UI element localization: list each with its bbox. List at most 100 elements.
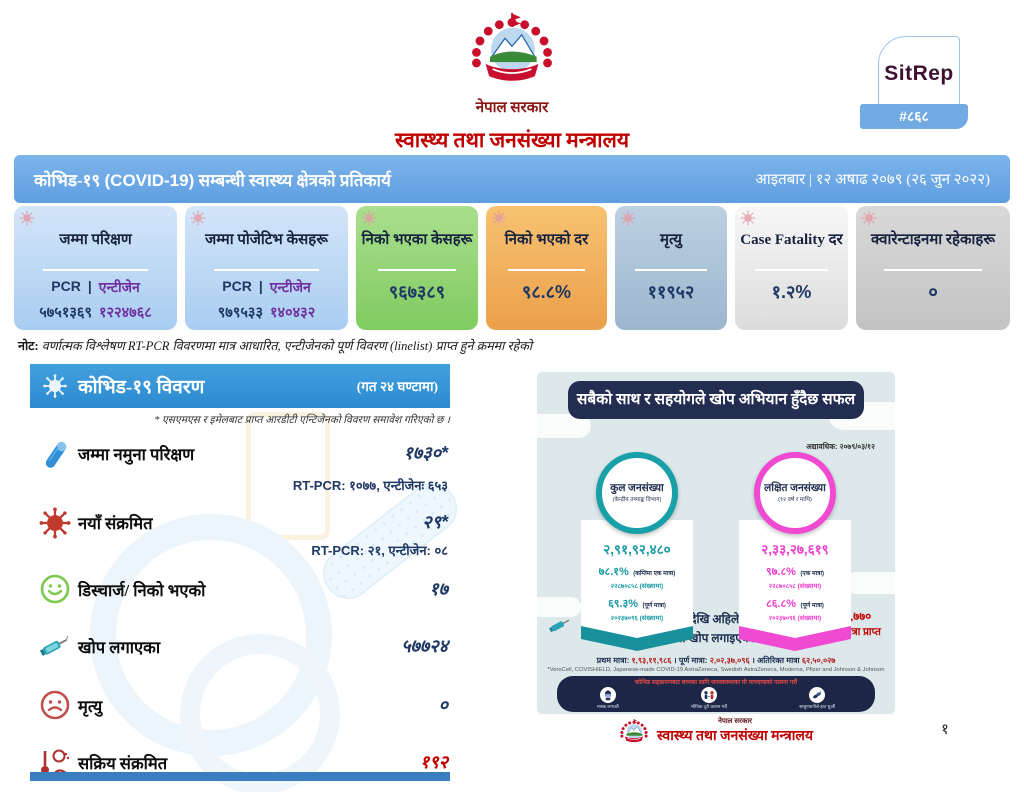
separator: |: [258, 278, 263, 294]
stat-percent: ६९.३%: [608, 598, 639, 610]
card-title: निको भएका केसहरू: [361, 232, 473, 249]
mask-icon: [599, 687, 616, 703]
full-dose-value: २,०२,३७,०९६: [709, 656, 750, 665]
pcr-value: ९७९५३३: [217, 305, 263, 321]
row-sub-value: RT-PCR: १०७७, एन्टीजेनः ६५३: [292, 478, 448, 493]
stat-note: (पूर्ण मात्रा): [642, 603, 666, 609]
health-measures-bar: कोभिड सङ्क्रमणबाट बच्नका लागि जनस्वास्थ्…: [557, 676, 875, 712]
divider: [377, 269, 457, 271]
card-title: निको भएको दर: [504, 232, 589, 249]
ministry-name: स्वास्थ्य तथा जनसंख्या मन्त्रालय: [394, 128, 630, 152]
target-population-circle: लक्षित जनसंख्या (१२ वर्ष र माथि): [754, 452, 836, 534]
dose-stat: ८६.८% (पूर्ण मात्रा) २०२३७०९६ (संख्यामा): [742, 594, 848, 622]
footer-government: नेपाल सरकार: [717, 718, 752, 725]
panel-header: कोभिड-१९ विवरण (गत २४ घण्टामा): [30, 364, 450, 408]
target-population-card: २,३३,२७,६१९ ९७.८% (एक मात्रा) २२८७०८५८ (…: [739, 520, 851, 638]
population-value: २,३३,२७,६१९: [761, 542, 829, 557]
row-value: ५७७२४: [401, 636, 448, 656]
circle-sublabel: (केन्द्रीय तथ्याङ्क विभाग): [612, 497, 662, 504]
measure-caption: भौतिक दूरी कायम गरौं: [690, 704, 728, 709]
title-covid: (COVID-19): [104, 170, 195, 190]
row-value: २९*: [422, 512, 448, 532]
ministry-footer-text: नेपाल सरकार स्वास्थ्य तथा जनसंख्या मन्त्…: [657, 717, 813, 745]
card-title: जम्मा पोजेटिभ केसहरू: [205, 232, 328, 249]
circle-sublabel: (१२ वर्ष र माथि): [778, 497, 812, 504]
card-value: ०: [928, 282, 938, 302]
panel-period: (गत २४ घण्टामा): [356, 379, 438, 394]
virus-decoration-icon: [620, 210, 636, 226]
dose-breakdown: प्रथम मात्रा: १,९३,११,९८६ । पूर्ण मात्रा…: [537, 655, 895, 666]
mask-measure: मास्क लगाऔं: [597, 687, 619, 710]
pcr-label: PCR: [222, 278, 252, 294]
pcr-label: PCR: [51, 278, 81, 294]
first-dose-value: १,९३,११,९८६: [631, 656, 672, 665]
divider: [507, 269, 586, 271]
pcr-value: ५७५१३६९: [39, 305, 92, 321]
poster-ministry-footer: नेपाल सरकार स्वास्थ्य तथा जनसंख्या मन्त्…: [537, 716, 895, 746]
measure-caption: साबुनपानीले हात धुऔं: [799, 704, 835, 709]
cloud-decoration: [845, 572, 895, 594]
row-vaccinated: खोप लगाएका ५७७२४: [32, 630, 448, 662]
cloud-decoration: [537, 597, 581, 617]
government-header: नेपाल सरकार स्वास्थ्य तथा जनसंख्या मन्त्…: [0, 6, 1024, 154]
card-total-tests: जम्मा परिक्षण PCR | एन्टीजेन ५७५१३६९ १२२…: [14, 206, 177, 330]
virus-decoration-icon: [19, 210, 35, 226]
government-name: नेपाल सरकार: [475, 100, 549, 116]
card-value: ९६७३८९: [388, 282, 446, 302]
stat-count: २२८७०८५८ (संख्यामा): [610, 583, 664, 590]
title-post: सम्बन्धी स्वास्थ्य क्षेत्रको प्रतिकार्य: [198, 170, 391, 190]
full-dose-label: पूर्ण मात्रा:: [678, 656, 710, 665]
divider: [883, 269, 983, 271]
antigen-value: १४०४३२: [270, 305, 316, 321]
note-line: नोट: वर्णात्मक विश्लेषण RT-PCR विवरणमा म…: [18, 337, 532, 354]
divider: [755, 269, 828, 271]
circle-label: लक्षित जनसंख्या: [764, 482, 826, 494]
nepal-emblem-icon: [471, 11, 553, 82]
stat-count: २०२३७०९६ (संख्यामा): [610, 615, 664, 622]
card-title: क्वारेन्टाइनमा रहेकाहरू: [870, 232, 996, 249]
footer-ministry: स्वास्थ्य तथा जनसंख्या मन्त्रालय: [656, 729, 814, 744]
antigen-value: १२२४७६८: [99, 305, 152, 321]
row-label: मृत्यु: [78, 697, 103, 716]
divider: [43, 269, 148, 271]
phone-watermark: [246, 412, 330, 540]
row-new-infected: नयाँ संक्रमित २९* RT-PCR: २१, एन्टीजेन: …: [32, 506, 448, 559]
sad-face-icon: [32, 689, 78, 721]
health-measures-icons: मास्क लगाऔं भौतिक दूरी कायम गरौं साबुनपा…: [557, 686, 875, 710]
extra-dose-label: अतिरिक्त मात्रा: [757, 656, 802, 665]
separator: ।: [671, 656, 679, 665]
poster-title: सबैको साथ र सहयोगले खोप अभियान हुँदैछ सफ…: [568, 381, 864, 420]
panel-bottom-bar: [30, 772, 450, 781]
antigen-label: एन्टीजेन: [98, 279, 140, 295]
stat-percent: ८६.८%: [766, 598, 797, 610]
virus-decoration-icon: [190, 210, 206, 226]
sitrep-badge: SitRep #८६८: [860, 36, 972, 132]
target-population-ribbon: लक्षित जनसंख्या (१२ वर्ष र माथि) २,३३,२७…: [736, 452, 854, 651]
health-measures-message: कोभिड सङ्क्रमणबाट बच्नका लागि जनस्वास्थ्…: [634, 680, 798, 686]
page-number: १: [941, 722, 949, 738]
pcr-antigen-labels: PCR | एन्टीजेन: [185, 278, 348, 297]
stat-count: २२८७०८५८ (संख्यामा): [768, 583, 822, 590]
card-recovery-rate: निको भएको दर ९८.८%: [486, 206, 607, 330]
card-total-positive: जम्मा पोजेटिभ केसहरू PCR | एन्टीजेन ९७९५…: [185, 206, 348, 330]
nepal-emblem-icon: [620, 718, 648, 743]
total-population-card: २,९१,९२,४८० ७८.१% (कम्तिमा एक मात्रा) २२…: [581, 520, 693, 638]
first-dose-label: प्रथम मात्रा:: [596, 656, 632, 665]
row-label: जम्मा नमुना परिक्षण: [78, 445, 195, 464]
measure-caption: मास्क लगाऔं: [597, 704, 619, 709]
stat-note: (एक मात्रा): [800, 571, 825, 577]
pcr-antigen-values: ९७९५३३ १४०४३२: [185, 302, 348, 322]
total-population-circle: कुल जनसंख्या (केन्द्रीय तथ्याङ्क विभाग): [596, 452, 678, 534]
panel-footnote: * एसएमएस र इमेलबाट प्राप्त आरडीटी एन्टिज…: [154, 415, 450, 426]
virus-decoration-icon: [361, 210, 377, 226]
card-title: जम्मा परिक्षण: [59, 232, 132, 249]
handwash-icon: [809, 687, 826, 703]
divider: [635, 269, 707, 271]
circle-label: कुल जनसंख्या: [610, 482, 664, 494]
pcr-antigen-values: ५७५१३६९ १२२४७६८: [14, 302, 177, 322]
card-value: १.२%: [771, 282, 812, 302]
virus-decoration-icon: [491, 210, 507, 226]
title-pre: कोभिड-१९: [34, 170, 101, 190]
row-value: १७: [429, 579, 448, 599]
